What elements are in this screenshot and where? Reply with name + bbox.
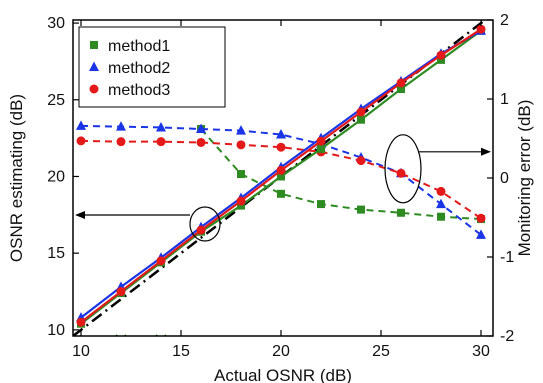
marker-triangle bbox=[156, 121, 166, 132]
y2-tick-label: 2 bbox=[500, 12, 509, 29]
marker-square bbox=[357, 205, 365, 214]
y-tick-label: 30 bbox=[47, 15, 65, 32]
marker-circle bbox=[236, 140, 246, 150]
marker-circle bbox=[76, 317, 86, 327]
marker-square bbox=[397, 208, 405, 217]
marker-square bbox=[437, 55, 445, 64]
marker-circle bbox=[236, 196, 246, 206]
marker-circle bbox=[276, 142, 286, 152]
arrowhead-left bbox=[75, 211, 85, 220]
y-tick-label: 10 bbox=[47, 322, 65, 339]
marker-circle bbox=[156, 137, 166, 147]
error-line-method3 bbox=[80, 139, 482, 220]
marker-circle bbox=[396, 78, 406, 88]
marker-circle bbox=[476, 24, 486, 34]
marker-circle bbox=[396, 168, 406, 178]
marker-triangle bbox=[276, 129, 286, 139]
marker-circle bbox=[276, 165, 286, 175]
annotations bbox=[75, 134, 491, 242]
marker-circle bbox=[196, 225, 206, 235]
marker-circle bbox=[436, 50, 446, 60]
legend-label-method3: method3 bbox=[108, 82, 170, 99]
axes: 10 15 20 25 30 10 15 20 25 30 -2 -1 0 1 2 bbox=[47, 12, 514, 360]
marker-circle bbox=[196, 137, 206, 147]
plot-area bbox=[73, 20, 488, 336]
marker-square bbox=[277, 172, 285, 181]
x-tick-label: 25 bbox=[372, 343, 390, 360]
marker-square bbox=[90, 41, 98, 49]
annotation-ellipse-right bbox=[384, 134, 422, 204]
marker-square bbox=[317, 200, 325, 209]
marker-triangle bbox=[89, 61, 99, 71]
x-tick-label: 20 bbox=[272, 343, 290, 360]
marker-circle bbox=[76, 136, 86, 146]
error-line-method2 bbox=[80, 124, 482, 236]
annotation-ellipse-left bbox=[189, 206, 221, 242]
marker-square bbox=[397, 85, 405, 94]
marker-circle bbox=[356, 156, 366, 166]
marker-square bbox=[237, 170, 245, 179]
x-tick-label: 15 bbox=[172, 343, 190, 360]
legend-label-method1: method1 bbox=[108, 38, 170, 55]
y2-tick-label: -2 bbox=[500, 328, 514, 345]
marker-circle bbox=[316, 136, 326, 146]
marker-circle bbox=[116, 287, 126, 297]
marker-square bbox=[237, 201, 245, 210]
y2-axis-title: Monitoring error (dB) bbox=[515, 100, 534, 257]
marker-circle bbox=[116, 137, 126, 147]
y-tick-label: 25 bbox=[47, 92, 65, 109]
y-tick-label: 15 bbox=[47, 245, 65, 262]
y2-tick-label: 1 bbox=[500, 91, 509, 108]
marker-circle bbox=[436, 186, 446, 196]
marker-triangle bbox=[236, 125, 246, 135]
x-tick-label: 10 bbox=[72, 343, 90, 360]
legend-box bbox=[78, 26, 226, 108]
plot-content bbox=[73, 20, 491, 336]
marker-circle bbox=[476, 213, 486, 223]
marker-triangle bbox=[476, 229, 486, 239]
marker-triangle bbox=[116, 121, 126, 131]
marker-circle bbox=[156, 256, 166, 266]
marker-square bbox=[317, 144, 325, 153]
x-tick-label: 30 bbox=[472, 343, 490, 360]
marker-square bbox=[437, 212, 445, 221]
marker-circle bbox=[356, 107, 366, 117]
marker-square bbox=[277, 189, 285, 198]
y-tick-label: 20 bbox=[47, 168, 65, 185]
series-error-method1 bbox=[115, 125, 485, 336]
series-estimate-method3 bbox=[76, 24, 486, 327]
x-axis-title: Actual OSNR (dB) bbox=[214, 366, 352, 383]
arrowhead-right bbox=[481, 147, 491, 156]
y2-tick-label: 0 bbox=[500, 170, 509, 187]
marker-square bbox=[357, 115, 365, 124]
marker-triangle bbox=[196, 123, 206, 134]
y-axis-title: OSNR estimating (dB) bbox=[7, 94, 26, 262]
marker-triangle bbox=[436, 198, 446, 209]
y2-tick-label: -1 bbox=[500, 249, 514, 266]
marker-triangle bbox=[76, 120, 86, 130]
marker-circle bbox=[89, 84, 99, 94]
legend: method1 method2 method3 bbox=[78, 26, 226, 108]
series-error-method3 bbox=[76, 136, 486, 223]
legend-label-method2: method2 bbox=[108, 60, 170, 77]
